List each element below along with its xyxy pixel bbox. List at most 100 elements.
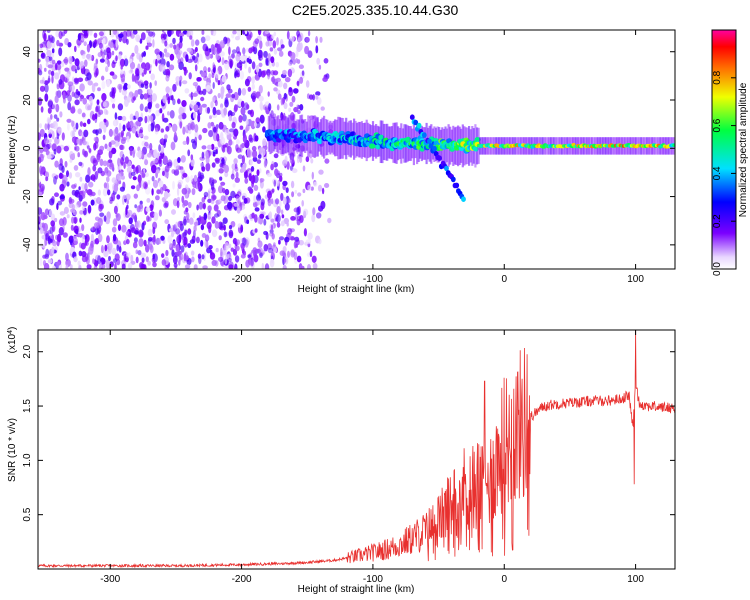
spectrogram-noise-dot xyxy=(81,53,86,60)
spectrogram-noise-dot xyxy=(187,58,193,64)
spectrogram-noise-dot xyxy=(183,252,187,262)
spectrogram-noise-dot xyxy=(277,47,283,52)
spectrogram-noise-dot xyxy=(152,261,157,268)
spectrogram-noise-dot xyxy=(74,146,77,151)
spectrogram-noise-dot xyxy=(98,233,103,243)
spectrogram-noise-dot xyxy=(292,59,296,65)
spectrogram-noise-dot xyxy=(67,94,72,103)
spectrogram-noise-dot xyxy=(71,216,75,224)
spectrogram-noise-dot xyxy=(112,87,115,97)
spectrogram-noise-dot xyxy=(190,175,194,182)
spectrogram-noise-dot xyxy=(137,150,142,159)
spectrogram-noise-dot xyxy=(119,58,126,67)
spectrogram-noise-dot xyxy=(145,256,149,263)
spectrogram-noise-dot xyxy=(106,47,111,54)
spectrogram-noise-dot xyxy=(81,112,86,118)
spectrogram-noise-dot xyxy=(232,30,237,35)
spectrogram-noise-dot xyxy=(241,155,245,165)
spectrogram-noise-dot xyxy=(50,70,55,77)
spectrogram-noise-dot xyxy=(305,80,310,88)
spectrogram-noise-dot xyxy=(278,50,284,57)
spectrogram-noise-dot xyxy=(263,230,268,236)
spectrogram-noise-dot xyxy=(164,165,170,173)
spectrogram-noise-dot xyxy=(121,224,127,233)
spectrogram-noise-dot xyxy=(129,147,133,156)
spectrogram-noise-dot xyxy=(172,255,178,265)
spectrogram-noise-dot xyxy=(301,200,305,207)
spectrogram-noise-dot xyxy=(202,127,208,134)
spectrogram-noise-dot xyxy=(130,171,136,177)
spectrogram-noise-dot xyxy=(44,93,49,102)
spectrogram-noise-dot xyxy=(66,118,72,123)
spectrogram-noise-dot xyxy=(125,193,131,201)
spectrogram-signal-point xyxy=(378,134,385,140)
spectrogram-noise-dot xyxy=(140,83,145,88)
spectrogram-noise-dot xyxy=(170,231,175,238)
spectrogram-noise-dot xyxy=(112,258,118,263)
spectrogram-noise-dot xyxy=(308,94,314,100)
spectrogram-noise-dot xyxy=(98,109,104,115)
spectrogram-noise-dot xyxy=(224,188,230,196)
spectrogram-noise-dot xyxy=(258,84,263,94)
spectrogram-noise-dot xyxy=(301,70,305,76)
spectrogram-noise-dot xyxy=(198,53,203,63)
spectrogram-noise-dot xyxy=(134,204,138,209)
spectrogram-noise-dot xyxy=(165,86,170,94)
spectrogram-x-tick-label: 0 xyxy=(501,274,507,285)
spectrogram-noise-dot xyxy=(84,237,88,246)
spectrogram-noise-dot xyxy=(47,122,50,131)
spectrogram-noise-dot xyxy=(219,176,223,181)
spectrogram-noise-dot xyxy=(111,147,117,155)
spectrogram-noise-dot xyxy=(147,260,151,266)
spectrogram-noise-dot xyxy=(152,179,159,189)
spectrogram-noise-dot xyxy=(168,242,172,248)
spectrogram-noise-dot xyxy=(178,40,183,49)
spectrogram-noise-dot xyxy=(147,88,153,96)
spectrogram-noise-dot xyxy=(202,88,207,96)
spectrogram-y-tick-label: 0 xyxy=(22,145,33,151)
snr-frame xyxy=(37,329,676,570)
spectrogram-noise-dot xyxy=(311,255,317,263)
spectrogram-noise-dot xyxy=(107,60,110,68)
spectrogram-noise-dot xyxy=(73,217,77,225)
spectrogram-noise-dot xyxy=(56,145,62,154)
spectrogram-noise-dot xyxy=(237,30,242,37)
spectrogram-noise-dot xyxy=(262,249,266,255)
colorbar: 0.0 0.2 0.4 0.6 0.8 Normalized spectral ampl… xyxy=(711,29,749,276)
spectrogram-noise-dot xyxy=(316,212,322,219)
spectrogram-noise-dot xyxy=(235,245,240,252)
spectrogram-noise-dot xyxy=(143,239,147,247)
spectrogram-noise-dot xyxy=(163,191,169,200)
spectrogram-noise-dot xyxy=(258,62,263,68)
spectrogram-noise-dot xyxy=(324,183,330,188)
spectrogram-noise-dot xyxy=(212,106,217,116)
spectrogram-noise-dot xyxy=(220,181,226,186)
spectrogram-noise-dot xyxy=(69,264,73,269)
spectrogram-noise-dot xyxy=(242,134,247,144)
spectrogram-noise-dot xyxy=(186,212,190,220)
spectrogram-noise-dot xyxy=(45,176,49,182)
spectrogram-noise-dot xyxy=(193,264,198,269)
spectrogram-noise-dot xyxy=(162,170,165,177)
spectrogram-noise-dot xyxy=(117,173,122,182)
spectrogram-noise-dot xyxy=(237,154,243,159)
spectrogram-noise-dot xyxy=(47,64,53,69)
spectrogram-noise-dot xyxy=(46,30,51,33)
spectrogram-noise-dot xyxy=(73,126,77,133)
colorbar-tick-label: 0.0 xyxy=(712,262,723,276)
spectrogram-noise-dot xyxy=(282,69,287,76)
spectrogram-noise-dot xyxy=(141,62,146,69)
spectrogram-noise-dot xyxy=(209,212,213,217)
spectrogram-noise-dot xyxy=(206,221,212,230)
spectrogram-noise-dot xyxy=(261,262,264,269)
spectrogram-noise-dot xyxy=(112,234,117,242)
spectrogram-noise-dot xyxy=(117,224,122,232)
snr-y-scale-exponent: 4 xyxy=(7,330,14,334)
spectrogram-noise-dot xyxy=(242,47,246,55)
spectrogram-noise-dot xyxy=(178,234,182,243)
spectrogram-noise-dot xyxy=(275,61,280,68)
spectrogram-noise-dot xyxy=(117,83,123,90)
spectrogram-noise-dot xyxy=(56,117,60,122)
spectrogram-noise-dot xyxy=(122,154,125,161)
spectrogram-noise-dot xyxy=(296,30,300,37)
